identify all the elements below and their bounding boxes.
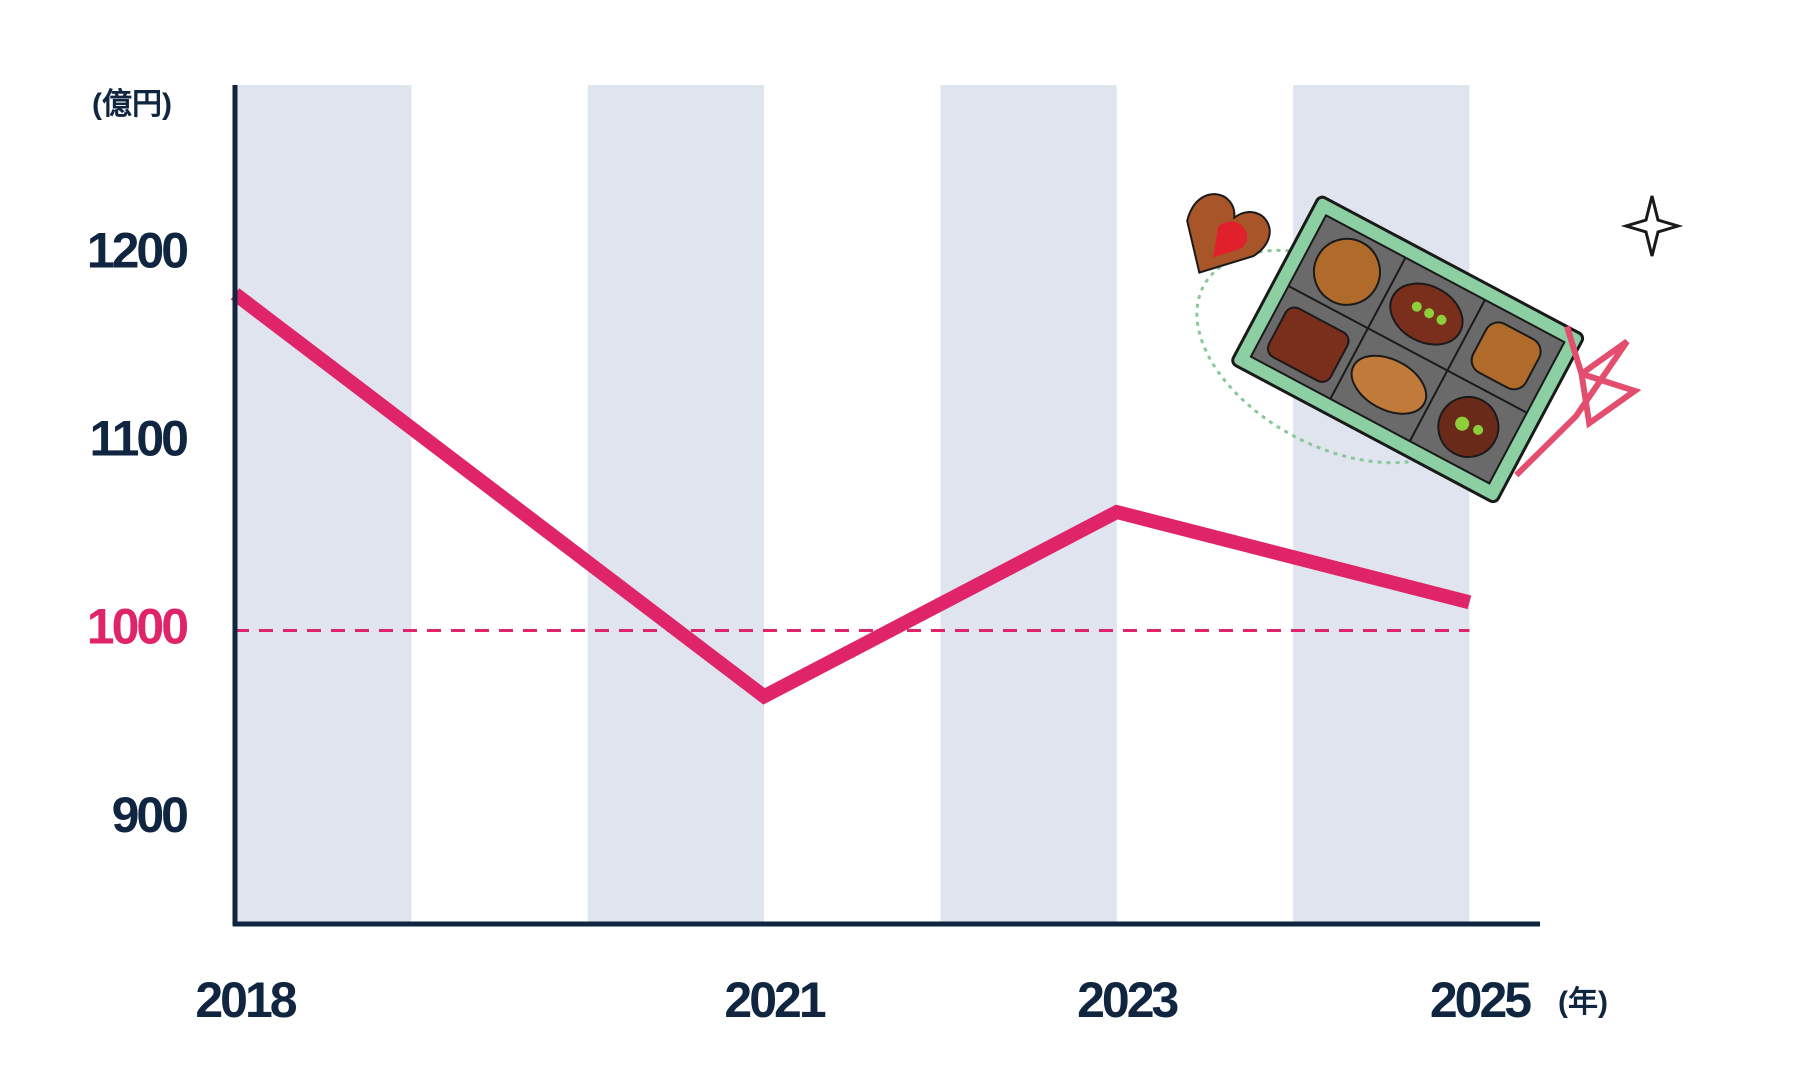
x-tick-label: 2023 xyxy=(1077,972,1177,1028)
dot xyxy=(1411,301,1422,312)
band xyxy=(940,85,1117,924)
heart xyxy=(1213,221,1247,258)
y-tick-label: 1200 xyxy=(87,223,187,279)
chocolate xyxy=(1350,354,1428,415)
y-tick-label: 1000 xyxy=(87,599,187,655)
y-unit: (億円) xyxy=(92,88,172,121)
sparkle xyxy=(1620,195,1684,257)
ribbon xyxy=(1514,325,1642,478)
series-line xyxy=(230,288,1472,705)
chocolate xyxy=(1266,306,1350,383)
chocolate xyxy=(1470,321,1542,391)
y-tick-label: 1100 xyxy=(90,411,188,467)
dot xyxy=(1455,416,1470,431)
band xyxy=(235,85,412,924)
dot xyxy=(1424,308,1435,319)
divider xyxy=(1287,285,1528,414)
dot xyxy=(1473,424,1484,435)
x-tick-label: 2021 xyxy=(724,972,825,1028)
y-tick-label: 900 xyxy=(112,787,188,843)
x-tick-label: 2025 xyxy=(1430,972,1531,1028)
x-tick-label: 2018 xyxy=(195,972,296,1028)
x-unit: (年) xyxy=(1558,986,1608,1019)
background-bands xyxy=(235,85,1470,924)
dot xyxy=(1436,314,1447,325)
band xyxy=(587,85,765,924)
chocolate-illustration xyxy=(1186,193,1642,504)
chocolate xyxy=(1312,237,1381,306)
